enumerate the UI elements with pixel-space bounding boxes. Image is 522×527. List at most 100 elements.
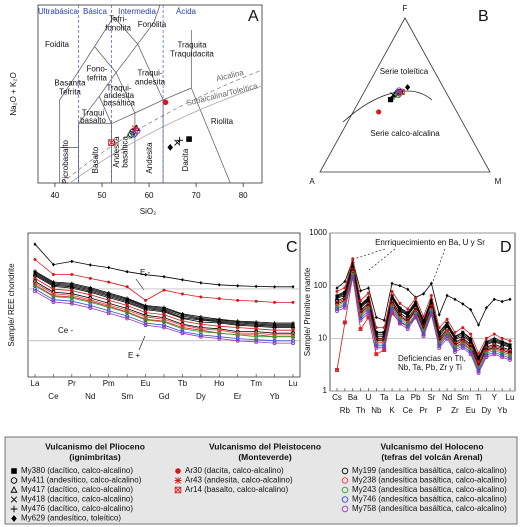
legend-label: Ar14 (basalto, calco-alcalino) <box>185 485 288 494</box>
data-point <box>492 297 496 302</box>
vertex-label: M <box>495 177 502 186</box>
data-point <box>88 263 92 267</box>
data-point <box>253 322 259 327</box>
data-point <box>162 274 166 279</box>
data-point <box>445 293 449 298</box>
panel-c-frame <box>27 232 301 378</box>
data-point <box>291 321 295 325</box>
data-point <box>335 368 339 372</box>
data-point <box>507 344 513 350</box>
data-point <box>335 286 339 290</box>
data-point <box>452 336 458 342</box>
data-point <box>291 338 295 343</box>
data-point <box>198 334 203 339</box>
x-tick-label: Dy <box>482 406 492 415</box>
data-point <box>143 310 148 315</box>
data-point <box>70 259 74 264</box>
legend-label: My476 (dacítico, calco-alcalino) <box>21 504 133 513</box>
data-point <box>358 318 363 323</box>
legend-label: My380 (dacítico, calco-alcalino) <box>21 466 133 475</box>
data-point <box>180 331 185 336</box>
x-tick-label: Pb <box>411 393 421 402</box>
data-point <box>235 336 240 341</box>
data-point <box>484 336 488 340</box>
legend-marker <box>341 505 349 513</box>
data-point <box>180 323 185 328</box>
x-tick-label: 50 <box>98 191 107 200</box>
data-point <box>51 282 56 287</box>
x-tick-label: Th <box>356 406 365 415</box>
data-point <box>343 279 347 284</box>
field-label: Tefrita <box>59 88 81 97</box>
data-point <box>70 288 74 293</box>
data-point <box>272 334 277 339</box>
data-point <box>468 352 473 357</box>
data-point <box>421 334 426 339</box>
field-label: Tefri- <box>109 15 127 24</box>
data-point <box>390 289 394 293</box>
data-point <box>398 283 402 288</box>
legend-title: Vulcanismo del Holoceno <box>380 441 483 451</box>
data-point <box>460 333 466 338</box>
data-point <box>414 296 418 300</box>
data-point <box>398 305 402 310</box>
data-point <box>51 297 56 302</box>
data-point <box>33 257 37 261</box>
data-point <box>51 300 56 304</box>
data-point <box>272 321 277 325</box>
data-point <box>421 318 426 323</box>
data-point <box>143 321 148 325</box>
data-point <box>33 279 37 284</box>
data-point <box>444 323 450 328</box>
panel-letter: D <box>500 239 512 256</box>
data-point <box>291 300 295 304</box>
legend-label: My758 (andesítica basáltica, calco-alcal… <box>352 504 507 513</box>
legend-title: (Monteverde) <box>238 452 292 462</box>
data-point <box>254 320 258 324</box>
annotation-arrow <box>368 248 396 271</box>
legend-marker <box>10 496 18 503</box>
data-point <box>254 339 259 344</box>
data-point <box>290 323 296 328</box>
data-point <box>180 312 185 316</box>
x-tick-label: Nd <box>442 393 452 402</box>
legend-marker <box>174 486 182 494</box>
data-point <box>508 357 512 362</box>
data-point <box>144 298 148 302</box>
data-point <box>217 297 221 301</box>
legend-marker <box>174 477 182 484</box>
data-point <box>161 308 167 313</box>
annotation: E - <box>140 268 151 277</box>
x-tick-label: P <box>437 406 442 415</box>
data-point <box>508 354 512 359</box>
data-point <box>106 308 111 313</box>
data-point <box>453 297 457 302</box>
series-label: Alcalina <box>215 68 245 84</box>
x-tick-label: La <box>395 393 404 402</box>
data-point <box>445 336 450 341</box>
data-point <box>492 352 497 357</box>
data-point <box>106 303 111 307</box>
x-tick-label: 40 <box>50 191 59 200</box>
field-label: Traqui <box>82 108 105 117</box>
data-point <box>413 315 418 320</box>
annotation: Ce - <box>58 326 73 335</box>
data-point <box>198 317 204 322</box>
data-point <box>88 293 93 297</box>
field-label: Andesita <box>112 136 121 168</box>
data-point <box>476 355 481 359</box>
data-point <box>235 332 240 337</box>
field-label: andesita <box>135 78 166 87</box>
legend-marker <box>11 468 17 474</box>
annotation: Nb, Ta, Pb, Zr y Ti <box>398 363 462 372</box>
series-label: Subalcalina/Toleítica <box>185 81 258 108</box>
data-point <box>51 272 55 276</box>
data-point <box>406 287 410 292</box>
data-point <box>134 127 141 135</box>
x-tick-label: 80 <box>239 191 248 200</box>
x-tick-label: Nd <box>85 392 95 401</box>
data-point <box>51 280 56 284</box>
data-point <box>180 278 184 282</box>
panel-a-frame <box>37 4 263 184</box>
legend-marker <box>10 485 18 493</box>
